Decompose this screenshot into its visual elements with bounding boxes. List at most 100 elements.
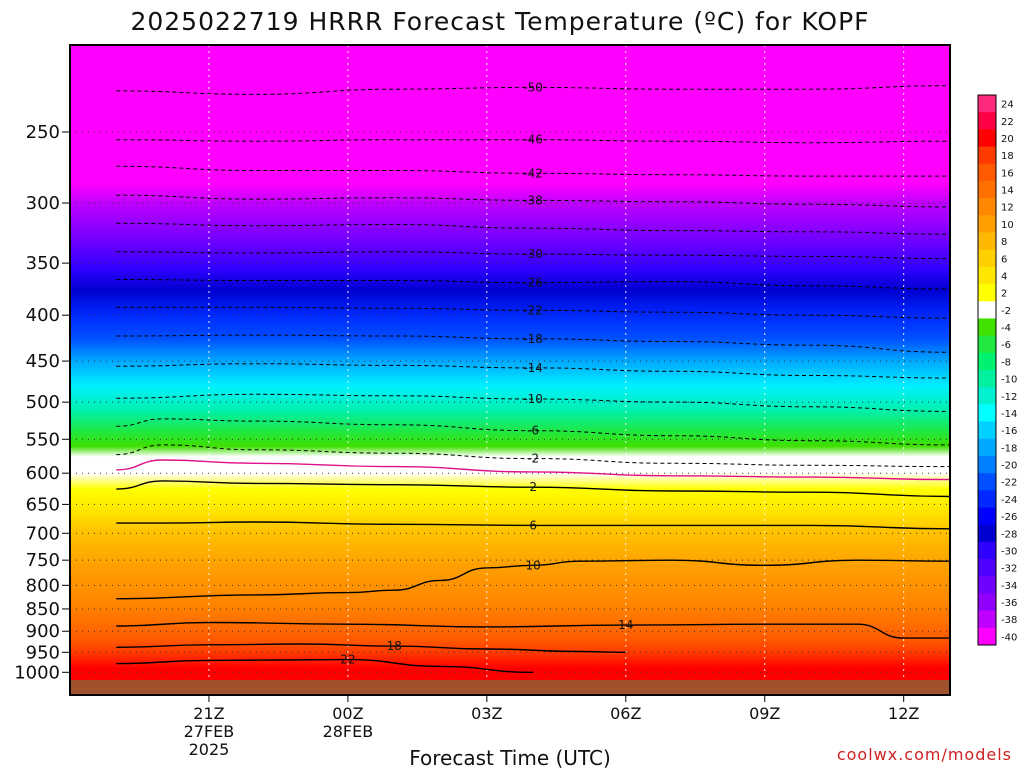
y-tick-label: 700 <box>26 523 60 544</box>
contour-line <box>116 459 950 481</box>
y-tick-label: 350 <box>26 253 60 274</box>
contour-line <box>116 643 626 653</box>
contour-line <box>116 139 950 144</box>
y-tick-label: 950 <box>26 642 60 663</box>
colorbar-label: -36 <box>1001 598 1017 609</box>
colorbar-swatch <box>978 541 996 560</box>
colorbar-label: -8 <box>1001 357 1011 368</box>
colorbar-label: 20 <box>1001 134 1014 145</box>
contour-label: -18 <box>523 332 543 346</box>
colorbar-swatch <box>978 438 996 457</box>
colorbar-label: -34 <box>1001 581 1017 592</box>
colorbar: 24 22 20 18 16 14 12 10 8 6 4 2 -2 -4 -6 -8 -10 -12 -14 -16… <box>977 94 1017 646</box>
contour-label: -14 <box>523 361 543 375</box>
y-tick-label: 550 <box>26 429 60 450</box>
colorbar-label: -4 <box>1001 323 1011 334</box>
colorbar-swatch <box>978 593 996 612</box>
colorbar-swatch <box>978 387 996 405</box>
plot-area: -50-46-42-38-30-26-22-18-14-10-6-2261014… <box>70 45 950 695</box>
colorbar-swatch <box>978 112 996 130</box>
contour-label: -50 <box>523 80 543 94</box>
contour-line <box>116 363 950 379</box>
colorbar-swatch <box>978 301 996 319</box>
colorbar-swatch <box>978 455 996 474</box>
colorbar-swatch <box>978 473 996 491</box>
contour-label: -6 <box>527 424 539 438</box>
contour-label: -22 <box>523 303 543 317</box>
x-tick-label: 09Z <box>749 704 780 723</box>
x-tick-label: 28FEB <box>323 722 374 741</box>
colorbar-swatch <box>978 232 996 251</box>
colorbar-label: -2 <box>1001 306 1011 317</box>
colorbar-swatch <box>978 318 996 337</box>
y-tick-label: 850 <box>26 599 60 620</box>
contour-line <box>116 393 950 412</box>
colorbar-swatch <box>978 335 996 354</box>
colorbar-label: -30 <box>1001 546 1017 557</box>
colorbar-label: 4 <box>1001 271 1007 282</box>
contour-line <box>116 222 950 235</box>
colorbar-label: -26 <box>1001 512 1017 523</box>
y-tick-label: 250 <box>26 122 60 143</box>
colorbar-swatch <box>978 507 996 526</box>
isotherm-contours: -50-46-42-38-30-26-22-18-14-10-6-2261014… <box>116 80 950 673</box>
contour-line <box>116 444 950 468</box>
x-axis-label: Forecast Time (UTC) <box>409 746 611 768</box>
contour-label: -30 <box>523 247 543 261</box>
y-tick-label: 450 <box>26 351 60 372</box>
colorbar-label: -28 <box>1001 529 1017 540</box>
contour-line <box>116 279 950 290</box>
contour-label: 14 <box>618 618 633 632</box>
contour-label: -42 <box>523 166 543 180</box>
colorbar-swatch <box>978 421 996 440</box>
colorbar-label: -6 <box>1001 340 1011 351</box>
contour-label: -10 <box>523 392 543 406</box>
colorbar-label: -22 <box>1001 478 1017 489</box>
colorbar-swatch <box>978 163 996 182</box>
contour-line <box>116 85 950 95</box>
contour-label: -46 <box>523 133 543 147</box>
x-tick-label: 21Z <box>193 704 224 723</box>
colorbar-label: -18 <box>1001 443 1017 454</box>
contour-line <box>116 418 950 446</box>
y-tick-label: 300 <box>26 193 60 214</box>
x-tick-label: 2025 <box>189 740 230 759</box>
colorbar-frame <box>977 94 997 646</box>
colorbar-swatch <box>978 370 996 388</box>
colorbar-label: -12 <box>1001 392 1017 403</box>
contour-label: 18 <box>387 639 402 653</box>
colorbar-swatch <box>978 249 996 268</box>
y-tick-label: 800 <box>26 575 60 596</box>
colorbar-swatch <box>978 215 996 233</box>
colorbar-swatch <box>978 95 996 113</box>
y-tick-label: 750 <box>26 550 60 571</box>
colorbar-swatch <box>978 284 996 302</box>
y-tick-label: 600 <box>26 463 60 484</box>
x-tick-label: 03Z <box>471 704 502 723</box>
contour-line <box>116 306 950 319</box>
chart-title: 2025022719 HRRR Forecast Temperature (ºC… <box>130 7 869 36</box>
colorbar-swatch <box>978 352 996 371</box>
contour-line <box>116 658 534 673</box>
colorbar-label: -16 <box>1001 426 1017 437</box>
contour-label: 22 <box>340 653 355 667</box>
colorbar-swatch <box>978 146 996 165</box>
colorbar-swatch <box>978 576 996 594</box>
colorbar-label: 10 <box>1001 220 1014 231</box>
contour-line <box>116 621 950 639</box>
y-tick-label: 900 <box>26 621 60 642</box>
colorbar-swatch <box>978 180 996 199</box>
y-tick-label: 500 <box>26 392 60 413</box>
x-tick-label: 00Z <box>332 704 363 723</box>
colorbar-label: -14 <box>1001 409 1017 420</box>
colorbar-label: -20 <box>1001 461 1017 472</box>
contour-line <box>116 334 950 353</box>
x-tick-label: 06Z <box>610 704 641 723</box>
colorbar-label: -40 <box>1001 632 1017 643</box>
contour-line <box>116 165 950 177</box>
colorbar-swatch <box>978 627 996 646</box>
contour-label: 10 <box>526 558 541 572</box>
colorbar-label: 12 <box>1001 203 1014 214</box>
